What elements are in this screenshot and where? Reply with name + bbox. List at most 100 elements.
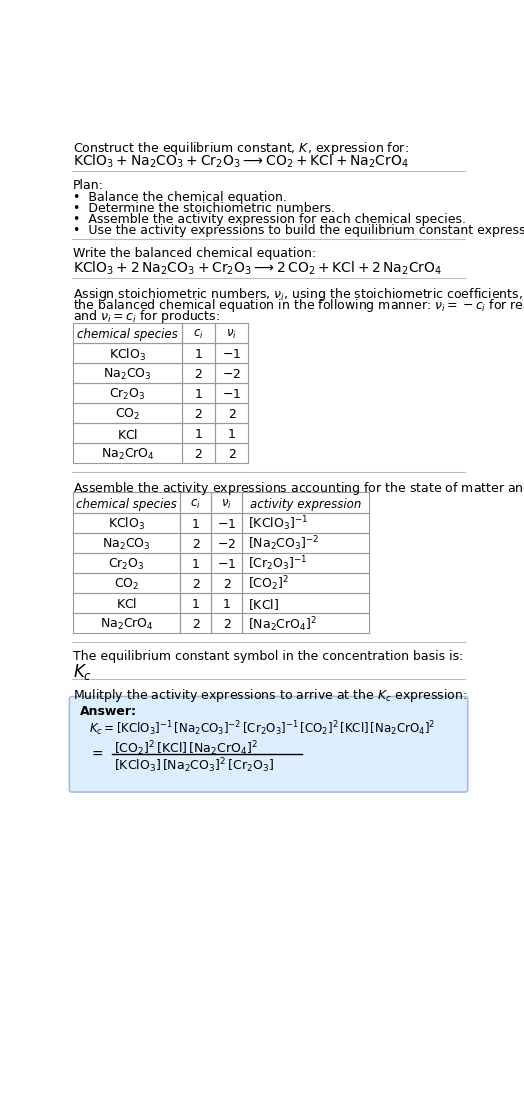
Text: $\mathrm{[Cr_2O_3]^{-1}}$: $\mathrm{[Cr_2O_3]^{-1}}$ bbox=[248, 555, 308, 574]
Text: 2: 2 bbox=[228, 448, 236, 461]
Text: $\mathrm{Na_2CrO_4}$: $\mathrm{Na_2CrO_4}$ bbox=[101, 447, 155, 462]
Bar bbox=[242, 492, 368, 512]
Text: 2: 2 bbox=[223, 578, 231, 590]
Text: $\mathrm{Cr_2O_3}$: $\mathrm{Cr_2O_3}$ bbox=[108, 556, 145, 571]
Text: $\mathrm{[KCl]}$: $\mathrm{[KCl]}$ bbox=[248, 597, 279, 611]
Bar bbox=[211, 553, 242, 573]
Bar bbox=[182, 323, 215, 344]
Text: 2: 2 bbox=[192, 618, 200, 631]
Bar bbox=[180, 573, 211, 592]
Text: $-2$: $-2$ bbox=[217, 537, 236, 550]
Bar bbox=[73, 492, 180, 512]
FancyBboxPatch shape bbox=[69, 697, 468, 792]
Text: Construct the equilibrium constant, $K$, expression for:: Construct the equilibrium constant, $K$,… bbox=[73, 140, 409, 156]
Bar bbox=[215, 423, 248, 444]
Text: $\mathrm{CO_2}$: $\mathrm{CO_2}$ bbox=[115, 407, 140, 423]
Bar bbox=[73, 512, 180, 533]
Text: Mulitply the activity expressions to arrive at the $K_c$ expression:: Mulitply the activity expressions to arr… bbox=[73, 687, 467, 704]
Text: 2: 2 bbox=[194, 368, 202, 381]
Text: 2: 2 bbox=[192, 537, 200, 550]
Text: 2: 2 bbox=[228, 408, 236, 422]
Text: $\mathrm{[Na_2CO_3]^{-2}}$: $\mathrm{[Na_2CO_3]^{-2}}$ bbox=[248, 535, 320, 554]
Text: $\mathrm{KClO_3 + 2\,Na_2CO_3 + Cr_2O_3 \longrightarrow 2\,CO_2 + KCl + 2\,Na_2C: $\mathrm{KClO_3 + 2\,Na_2CO_3 + Cr_2O_3 … bbox=[73, 260, 442, 277]
Bar bbox=[180, 512, 211, 533]
Text: •  Balance the chemical equation.: • Balance the chemical equation. bbox=[73, 192, 287, 205]
Bar bbox=[215, 363, 248, 383]
Bar bbox=[73, 533, 180, 553]
Bar bbox=[182, 383, 215, 403]
Text: $\mathrm{Na_2CO_3}$: $\mathrm{Na_2CO_3}$ bbox=[102, 536, 151, 552]
Text: $\mathrm{KClO_3}$: $\mathrm{KClO_3}$ bbox=[108, 516, 145, 532]
Bar bbox=[211, 612, 242, 633]
Bar bbox=[211, 533, 242, 553]
Text: activity expression: activity expression bbox=[249, 498, 361, 511]
Text: $\mathrm{Na_2CrO_4}$: $\mathrm{Na_2CrO_4}$ bbox=[100, 617, 154, 632]
Text: chemical species: chemical species bbox=[77, 328, 178, 341]
Text: 2: 2 bbox=[192, 578, 200, 590]
Text: Plan:: Plan: bbox=[73, 179, 104, 192]
Text: $c_i$: $c_i$ bbox=[193, 328, 204, 341]
Text: •  Determine the stoichiometric numbers.: • Determine the stoichiometric numbers. bbox=[73, 203, 335, 215]
Text: •  Assemble the activity expression for each chemical species.: • Assemble the activity expression for e… bbox=[73, 212, 466, 226]
Bar bbox=[182, 444, 215, 464]
Bar bbox=[215, 323, 248, 344]
Bar bbox=[242, 612, 368, 633]
Bar bbox=[242, 573, 368, 592]
Text: Assemble the activity expressions accounting for the state of matter and $\nu_i$: Assemble the activity expressions accoun… bbox=[73, 480, 524, 498]
Text: $-1$: $-1$ bbox=[222, 389, 242, 401]
Bar bbox=[73, 612, 180, 633]
Bar bbox=[242, 533, 368, 553]
Text: 2: 2 bbox=[223, 618, 231, 631]
Bar bbox=[211, 592, 242, 612]
Text: Write the balanced chemical equation:: Write the balanced chemical equation: bbox=[73, 247, 316, 260]
Bar bbox=[182, 363, 215, 383]
Text: $\mathrm{CO_2}$: $\mathrm{CO_2}$ bbox=[114, 577, 139, 591]
Text: •  Use the activity expressions to build the equilibrium constant expression.: • Use the activity expressions to build … bbox=[73, 224, 524, 237]
Bar bbox=[211, 492, 242, 512]
Bar bbox=[73, 344, 182, 363]
Text: $-2$: $-2$ bbox=[222, 368, 241, 381]
Bar bbox=[73, 592, 180, 612]
Text: 1: 1 bbox=[192, 557, 200, 570]
Bar bbox=[215, 444, 248, 464]
Text: $\mathrm{KCl}$: $\mathrm{KCl}$ bbox=[116, 597, 137, 611]
Text: $-1$: $-1$ bbox=[222, 348, 242, 361]
Text: 1: 1 bbox=[192, 517, 200, 531]
Bar bbox=[73, 553, 180, 573]
Bar bbox=[180, 612, 211, 633]
Bar bbox=[73, 444, 182, 464]
Text: $\nu_i$: $\nu_i$ bbox=[226, 328, 237, 341]
Bar bbox=[73, 363, 182, 383]
Text: 1: 1 bbox=[228, 428, 236, 442]
Bar bbox=[73, 573, 180, 592]
Bar bbox=[242, 512, 368, 533]
Bar bbox=[180, 533, 211, 553]
Text: $\mathrm{KCl}$: $\mathrm{KCl}$ bbox=[117, 427, 138, 442]
Text: 2: 2 bbox=[194, 448, 202, 461]
Text: $=$: $=$ bbox=[89, 745, 104, 760]
Bar bbox=[73, 383, 182, 403]
Text: Assign stoichiometric numbers, $\nu_i$, using the stoichiometric coefficients, $: Assign stoichiometric numbers, $\nu_i$, … bbox=[73, 286, 524, 303]
Text: $\mathrm{[KClO_3]^{-1}}$: $\mathrm{[KClO_3]^{-1}}$ bbox=[248, 514, 309, 533]
Text: 1: 1 bbox=[194, 428, 202, 442]
Text: 1: 1 bbox=[194, 348, 202, 361]
Bar bbox=[215, 344, 248, 363]
Text: $c_i$: $c_i$ bbox=[190, 498, 201, 511]
Bar bbox=[215, 403, 248, 423]
Bar bbox=[182, 403, 215, 423]
Text: $\mathrm{[CO_2]^2\,[KCl]\,[Na_2CrO_4]^2}$: $\mathrm{[CO_2]^2\,[KCl]\,[Na_2CrO_4]^2}… bbox=[114, 739, 257, 757]
Text: $K_c$: $K_c$ bbox=[73, 662, 92, 682]
Text: Answer:: Answer: bbox=[80, 705, 136, 718]
Bar bbox=[73, 423, 182, 444]
Text: $\mathrm{[KClO_3]\,[Na_2CO_3]^2\,[Cr_2O_3]}$: $\mathrm{[KClO_3]\,[Na_2CO_3]^2\,[Cr_2O_… bbox=[114, 755, 274, 774]
Text: 2: 2 bbox=[194, 408, 202, 422]
Text: chemical species: chemical species bbox=[77, 498, 177, 511]
Bar bbox=[211, 573, 242, 592]
Text: $\nu_i$: $\nu_i$ bbox=[221, 498, 232, 511]
Text: $\mathrm{[Na_2CrO_4]^{2}}$: $\mathrm{[Na_2CrO_4]^{2}}$ bbox=[248, 614, 318, 633]
Text: $\mathrm{[CO_2]^{2}}$: $\mathrm{[CO_2]^{2}}$ bbox=[248, 575, 289, 593]
Bar bbox=[242, 553, 368, 573]
Bar bbox=[180, 492, 211, 512]
Bar bbox=[211, 512, 242, 533]
Bar bbox=[182, 423, 215, 444]
